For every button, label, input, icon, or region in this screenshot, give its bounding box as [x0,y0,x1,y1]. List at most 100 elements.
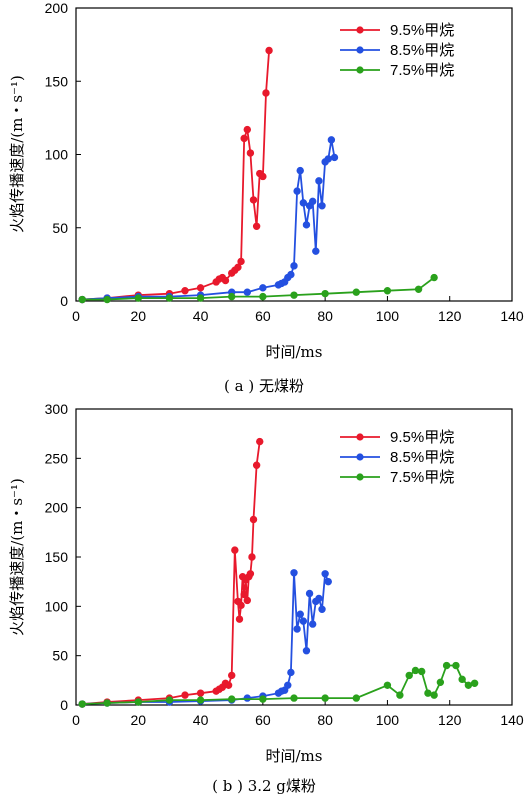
panel-a-legend-marker-1 [356,46,364,54]
panel-b-series-2-point [458,675,466,684]
panel-a-x-axis-label: 时间/ms [266,343,323,361]
panel-a-x-tick-label: 60 [255,308,271,324]
panel-b-series-0-point [181,691,189,699]
panel-a-series-0-point [262,89,270,97]
panel-b-x-axis-label: 时间/ms [266,747,323,765]
panel-a-series-1-point [312,247,320,255]
panel-a-series-2-point [196,294,205,302]
panel-a-series-0-point [196,284,205,292]
panel-b-legend-marker-1 [356,453,364,461]
panel-b-caption: ( b ) 3.2 g煤粉 [212,777,316,795]
panel-a-y-tick-label: 0 [60,293,68,309]
panel-a-y-tick-label: 200 [45,0,69,16]
panel-a-series-2-point [352,288,360,296]
panel-a-x-tick-label: 140 [500,308,524,324]
panel-b-series-0-point [240,590,248,599]
panel-a-series-0-point [234,263,242,272]
panel-a-x-tick-label: 40 [193,308,209,324]
panel-a-series-0-point [259,172,267,181]
panel-b-x-tick-label: 60 [255,712,271,728]
panel-b-legend: 9.5%甲烷 8.5%甲烷 7.5%甲烷 [340,429,454,486]
panel-a-series-1-point [293,187,301,195]
panel-b-series-1 [78,569,332,708]
panel-b-series-1-point [293,625,301,633]
panel-b-series-2-point [430,691,438,699]
panel-b-x-tick-label: 100 [376,712,400,728]
panel-a-ticks: 0 20 40 60 80 100 120 140 0 50 100 150 200 [45,0,524,324]
panel-b-series-layer [78,437,479,708]
panel-a-series-1 [78,136,339,304]
panel-b-series-0-point [224,681,233,689]
panel-a-legend-label-0: 9.5%甲烷 [390,22,454,39]
panel-a-series-1-point [302,221,311,229]
panel-b-legend-label-1: 8.5%甲烷 [390,449,454,466]
panel-a-series-2-point [78,295,86,304]
panel-b-x-tick-label: 20 [130,712,146,728]
panel-b-series-0-point [246,570,255,578]
panel-b-series-0-point [248,553,256,561]
panel-a-legend-marker-0 [356,26,364,34]
panel-a-x-tick-label: 0 [72,308,80,324]
panel-b-series-1-point [302,647,311,655]
panel-a-series-2 [78,273,438,304]
panel-a-series-1-point [308,197,317,206]
panel-a-series-layer [78,46,438,304]
panel-b-series-1-point [324,577,332,586]
panel-b-legend-label-0: 9.5%甲烷 [390,429,454,446]
panel-b-series-2-point [352,694,360,702]
panel-b-x-tick-label: 80 [317,712,333,728]
panel-b-series-1-point [290,569,298,577]
panel-b-series-1-point [305,589,314,598]
panel-a-y-tick-label: 50 [52,220,68,236]
panel-b-series-2-point [228,695,236,703]
panel-a-x-tick-label: 20 [130,308,146,324]
panel-b-series-2-point [383,681,392,689]
panel-b-series-2 [78,661,479,708]
panel-b-y-tick-label: 50 [52,648,68,664]
panel-a-series-2-point [430,273,438,282]
panel-a-legend-marker-2 [356,66,364,74]
panel-b-x-tick-label: 120 [438,712,462,728]
panel-a-series-2-point [165,294,174,302]
panel-a-series-1-point [296,166,304,175]
panel-b-series-2-point [103,699,111,707]
panel-b-series-2-point [424,689,432,697]
panel-b-series-1-point [284,681,292,689]
panel-b-series-0-point [237,601,245,610]
panel-b: 0 20 40 60 80 100 120 140 0 50 100 150 200 250 300 9.5… [8,401,524,795]
panel-b-series-0 [78,437,264,708]
panel-a-series-0 [78,46,273,304]
panel-b-series-2-point [134,698,142,706]
panel-b-y-tick-label: 100 [45,598,69,614]
panel-b-series-2-point [464,681,473,689]
panel-a-y-axis-label: 火焰传播速度/(m・s⁻¹) [8,75,26,233]
panel-a-series-0-point [243,125,251,134]
panel-a-x-tick-label: 120 [438,308,462,324]
panel-a-series-2-point [321,289,329,298]
panel-a-series-1-point [318,202,326,210]
panel-b-series-2-point [417,667,426,676]
panel-a-y-tick-label: 150 [45,73,69,89]
panel-b-series-2-point [321,694,329,702]
panel-b-legend-label-2: 7.5%甲烷 [390,469,454,486]
panel-b-series-2-point [396,691,404,699]
panel-a-series-2-point [134,294,142,302]
panel-b-series-0-point [235,615,244,623]
panel-b-y-tick-label: 200 [45,500,69,516]
panel-a-series-0-point [221,276,230,285]
panel-b-series-2-point [442,661,451,670]
panel-b-series-1-point [299,617,308,625]
panel-a-series-1-point [299,199,308,207]
panel-b-series-2-point [411,666,420,675]
panel-a-series-2-point [290,291,298,299]
panel-a-series-0-point [249,196,258,204]
panel-b-series-0-point [243,596,251,605]
panel-b-legend-marker-2 [356,473,364,481]
panel-a-legend-label-2: 7.5%甲烷 [390,62,454,79]
panel-b-series-0-point [228,671,236,680]
panel-b-series-1-point [243,694,251,702]
panel-b-series-1-point [321,570,329,578]
panel-b-series-2-point [165,696,174,704]
panel-a-series-line-1 [82,139,336,301]
panel-a-series-1-point [243,288,251,296]
